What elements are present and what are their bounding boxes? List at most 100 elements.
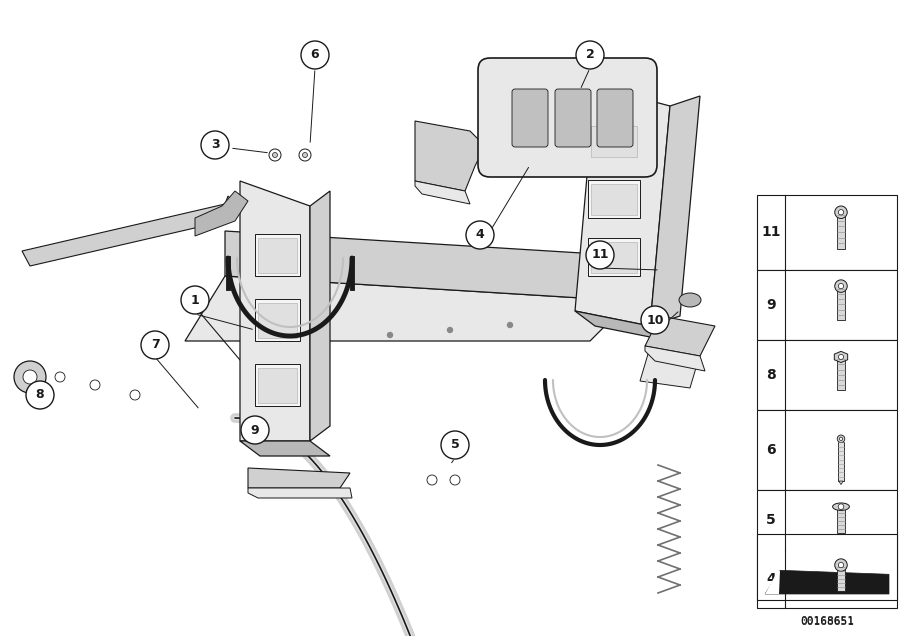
Text: 00168651: 00168651 [800,616,854,626]
Polygon shape [310,191,330,441]
Polygon shape [575,311,670,341]
Text: 5: 5 [766,513,776,527]
Circle shape [427,475,437,485]
Circle shape [508,322,512,328]
Bar [757,340,897,410]
Bar [757,270,897,340]
Text: 9: 9 [766,298,776,312]
Circle shape [273,153,277,158]
Circle shape [835,280,847,293]
Polygon shape [258,303,297,338]
Polygon shape [834,351,848,363]
Polygon shape [248,488,352,498]
Circle shape [14,361,46,393]
Text: 00168651: 00168651 [800,617,854,627]
Circle shape [835,559,847,571]
Circle shape [23,370,37,384]
Polygon shape [765,570,780,594]
FancyBboxPatch shape [597,89,633,147]
Bar [838,442,843,481]
Circle shape [201,131,229,159]
Bar [757,195,897,270]
Bar [757,534,897,600]
Bar [757,550,897,608]
Text: 11: 11 [591,249,608,261]
Circle shape [450,475,460,485]
Circle shape [241,416,269,444]
Bar [837,215,844,249]
Polygon shape [839,481,843,485]
Polygon shape [650,96,700,326]
Polygon shape [415,181,470,204]
Text: 6: 6 [310,48,320,62]
FancyBboxPatch shape [512,89,548,147]
Circle shape [447,328,453,333]
Circle shape [55,372,65,382]
Ellipse shape [679,293,701,307]
Polygon shape [765,570,889,594]
Bar [757,490,897,550]
Circle shape [839,210,843,215]
Circle shape [835,206,847,219]
Polygon shape [591,184,637,215]
Polygon shape [240,181,310,441]
Circle shape [269,149,281,161]
Polygon shape [415,121,485,191]
FancyBboxPatch shape [478,58,657,177]
Circle shape [840,437,842,440]
Bar [837,289,844,321]
Circle shape [26,381,54,409]
Polygon shape [588,180,640,218]
Circle shape [837,435,845,443]
Polygon shape [258,368,297,403]
Polygon shape [588,122,640,160]
Circle shape [466,221,494,249]
Text: 3: 3 [211,139,220,151]
Circle shape [130,390,140,400]
Polygon shape [258,238,297,273]
Bar [757,410,897,490]
Circle shape [90,380,100,390]
Polygon shape [591,126,637,157]
Text: 8: 8 [36,389,44,401]
Polygon shape [591,242,637,273]
Circle shape [141,331,169,359]
Polygon shape [645,316,715,356]
Polygon shape [255,364,300,406]
Polygon shape [185,276,630,341]
Bar [837,567,844,591]
Circle shape [301,41,329,69]
Polygon shape [645,346,705,371]
Circle shape [586,241,614,269]
Circle shape [839,284,843,289]
Text: 4: 4 [766,572,776,586]
Circle shape [299,149,311,161]
Circle shape [839,354,843,359]
Polygon shape [588,238,640,276]
Circle shape [302,153,308,158]
Polygon shape [22,196,235,266]
Circle shape [181,286,209,314]
Polygon shape [255,234,300,276]
Circle shape [838,504,844,509]
Circle shape [839,562,843,568]
Text: 2: 2 [586,48,594,62]
Text: 1: 1 [191,293,200,307]
Circle shape [441,431,469,459]
Polygon shape [240,441,330,456]
Ellipse shape [832,503,850,511]
Text: 5: 5 [451,438,459,452]
Circle shape [641,306,669,334]
FancyBboxPatch shape [555,89,591,147]
Text: 11: 11 [761,226,781,240]
Polygon shape [255,299,300,341]
Polygon shape [225,231,630,301]
Text: 8: 8 [766,368,776,382]
Text: 9: 9 [251,424,259,436]
Polygon shape [640,354,698,388]
Polygon shape [575,86,670,326]
Text: 10: 10 [646,314,664,326]
Polygon shape [195,191,248,236]
Text: 7: 7 [150,338,159,352]
Polygon shape [248,468,350,488]
